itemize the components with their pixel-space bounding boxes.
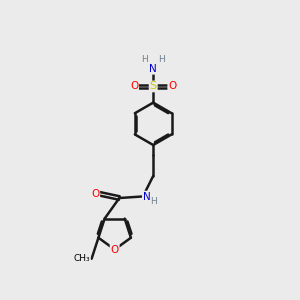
Text: O: O — [110, 244, 119, 254]
Text: O: O — [91, 189, 99, 199]
Text: S: S — [150, 81, 157, 92]
Text: O: O — [168, 81, 176, 92]
Text: H: H — [142, 56, 148, 64]
Text: CH₃: CH₃ — [74, 254, 90, 262]
Text: H: H — [150, 197, 157, 206]
Text: N: N — [143, 191, 151, 202]
Text: N: N — [149, 64, 157, 74]
Text: O: O — [130, 81, 138, 92]
Text: H: H — [158, 56, 165, 64]
